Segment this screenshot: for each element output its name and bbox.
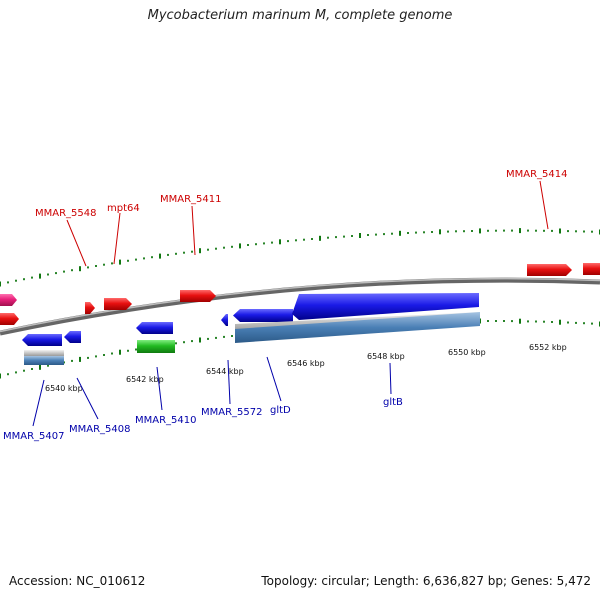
gene-label-gltb[interactable]: gltB bbox=[383, 397, 403, 408]
gene-arrow[interactable] bbox=[64, 331, 81, 343]
scale-label: 6550 kbp bbox=[448, 348, 486, 357]
scale-label: 6540 kbp bbox=[45, 384, 83, 393]
gene-arrow[interactable] bbox=[527, 264, 572, 276]
reverse-gene-labels: MMAR_5407 MMAR_5408 MMAR_5410 MMAR_5572 … bbox=[3, 356, 403, 442]
gene-arrow[interactable] bbox=[136, 322, 173, 334]
forward-genes bbox=[0, 263, 600, 325]
scale-label: 6552 kbp bbox=[529, 343, 567, 352]
steel-feature[interactable] bbox=[235, 312, 480, 343]
scale-label: 6544 kbp bbox=[206, 367, 244, 376]
gene-arrow[interactable] bbox=[22, 334, 62, 346]
gene-label-gltd[interactable]: gltD bbox=[270, 405, 291, 416]
gene-arrow[interactable] bbox=[233, 309, 293, 322]
gene-label-mmar-5407[interactable]: MMAR_5407 bbox=[3, 431, 65, 442]
gray-feature[interactable] bbox=[24, 350, 64, 356]
gene-label-mmar-5548[interactable]: MMAR_5548 bbox=[35, 208, 97, 219]
gene-arrow[interactable] bbox=[85, 302, 95, 314]
gene-label-mpt64[interactable]: mpt64 bbox=[107, 203, 140, 214]
gene-label-mmar-5572[interactable]: MMAR_5572 bbox=[201, 407, 263, 418]
gene-label-mmar-5408[interactable]: MMAR_5408 bbox=[69, 424, 131, 435]
gene-arrow[interactable] bbox=[180, 290, 216, 302]
genome-backbone bbox=[0, 277, 600, 336]
gene-arrow[interactable] bbox=[583, 263, 600, 275]
gene-arrow[interactable] bbox=[104, 298, 132, 310]
reverse-genes bbox=[22, 293, 480, 365]
green-feature[interactable] bbox=[137, 340, 175, 353]
scale-label: 6546 kbp bbox=[287, 359, 325, 368]
scale-label: 6542 kbp bbox=[126, 375, 164, 384]
accession-text: Accession: NC_010612 bbox=[9, 574, 146, 588]
gene-label-mmar-5411[interactable]: MMAR_5411 bbox=[160, 194, 222, 205]
gene-arrow[interactable] bbox=[0, 294, 17, 306]
gene-arrow[interactable] bbox=[0, 313, 19, 325]
scale-label: 6548 kbp bbox=[367, 352, 405, 361]
forward-gene-labels: MMAR_5548 mpt64 MMAR_5411 MMAR_5414 bbox=[35, 169, 568, 267]
gene-arrow[interactable] bbox=[221, 314, 228, 326]
gene-label-mmar-5414[interactable]: MMAR_5414 bbox=[506, 169, 568, 180]
forward-tick-row bbox=[0, 228, 600, 287]
gene-label-mmar-5410[interactable]: MMAR_5410 bbox=[135, 415, 197, 426]
scale-labels: 6540 kbp 6542 kbp 6544 kbp 6546 kbp 6548… bbox=[45, 343, 567, 393]
genome-backbone-highlight bbox=[0, 277, 600, 333]
gene-arrow[interactable] bbox=[292, 293, 479, 320]
map-title: Mycobacterium marinum M, complete genome bbox=[147, 8, 453, 23]
genome-summary-text: Topology: circular; Length: 6,636,827 bp… bbox=[261, 574, 591, 588]
steel-feature[interactable] bbox=[24, 356, 64, 365]
